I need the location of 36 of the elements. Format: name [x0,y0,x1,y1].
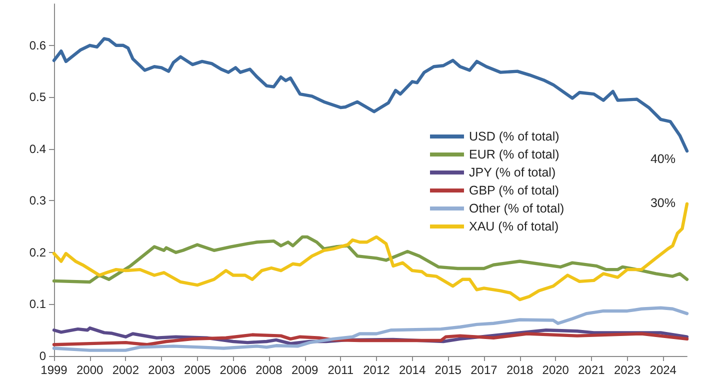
y-tick-label: 0 [39,349,46,363]
x-tick-label: 2023 [614,363,641,377]
x-tick-label: 2003 [148,363,176,377]
line-series [52,306,689,352]
y-tick-label: 0.6 [29,38,46,52]
line-series [52,235,689,284]
y-tick-label: 0.5 [29,90,46,104]
x-tick-label: 2018 [506,363,534,377]
y-tick-label: 0.2 [29,245,46,260]
x-tick-label: 2009 [291,363,318,377]
x-tick-label: 2017 [470,363,498,377]
annotation: 40% [650,152,676,166]
x-tick-label: 2002 [112,363,140,377]
x-tick-label: 2006 [220,363,247,377]
x-tick-label: 2014 [398,363,426,377]
y-tick-label: 0.1 [29,297,46,312]
y-tick-label: 0.3 [29,194,46,208]
legend-label: GBP (% of total) [469,184,560,198]
x-tick-label: 2011 [328,363,354,377]
x-tick-label: 2012 [363,363,390,377]
line-series [52,332,689,346]
legend-label: EUR (% of total) [469,148,560,162]
x-tick-label: 2020 [542,363,570,377]
legend-label: XAU (% of total) [469,220,559,234]
legend-label: JPY (% of total) [469,166,556,180]
x-tick-label: 2005 [184,363,211,377]
x-tick-label: 2000 [76,363,104,377]
x-tick-label: 2024 [650,363,677,377]
annotation: 30% [650,196,676,210]
x-tick-label: 2015 [434,363,462,377]
y-tick-label: 0.4 [29,142,46,156]
legend-label: USD (% of total) [469,130,560,144]
x-tick-label: 1999 [40,363,68,377]
legend-label: Other (% of total) [469,202,564,216]
x-tick-label: 2008 [256,363,283,377]
x-tick-label: 2021 [578,363,606,377]
